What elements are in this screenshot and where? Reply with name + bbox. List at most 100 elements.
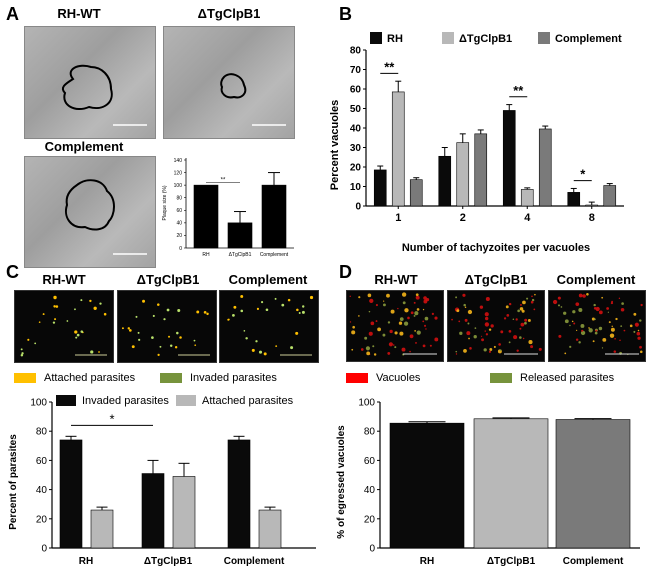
parasite-dot	[287, 298, 291, 302]
vacuole-dot	[530, 300, 534, 304]
vacuole-dot	[530, 345, 534, 349]
parasite-dot	[53, 295, 57, 300]
title-c-ko: ΔTgClpB1	[136, 272, 200, 287]
parasite-dot	[151, 336, 154, 339]
significance-label: *	[580, 167, 586, 182]
vacuole-dot	[508, 302, 512, 306]
vacuole-dot	[512, 318, 515, 321]
x-tick-label: RH	[202, 252, 210, 258]
vacuole-dot	[500, 330, 504, 334]
y-tick-label: 0	[41, 544, 47, 555]
vacuole-dot	[484, 330, 486, 332]
bar-8-0	[567, 192, 581, 207]
legend-label: Invaded parasites	[82, 395, 169, 407]
parasite-dot	[74, 308, 76, 311]
parasite-dot	[75, 336, 78, 339]
parasite-dot	[275, 345, 278, 348]
vacuole-dot	[416, 330, 421, 335]
parasite-dot	[243, 330, 246, 332]
parasite-dot	[159, 345, 162, 348]
vacuole-dot	[455, 296, 458, 299]
vacuole-dot	[455, 350, 458, 353]
parasite-dot	[142, 299, 146, 303]
vacuole-dot	[515, 318, 518, 321]
chart-a-inset-xlabels: RH ΔTgClpB1 Complement	[202, 252, 288, 258]
parasite-dot	[157, 303, 160, 306]
vacuole-dot	[392, 344, 395, 346]
vacuole-dot	[595, 329, 598, 332]
parasite-dot	[265, 308, 269, 312]
vacuole-dot	[484, 322, 490, 327]
vacuole-dot	[352, 325, 356, 329]
vacuole-dot	[618, 297, 621, 300]
micrograph-a-complement	[24, 156, 156, 268]
x-tick-label: 8	[589, 212, 595, 224]
y-tick-label: 20	[350, 163, 362, 174]
vacuole-dot	[526, 297, 529, 300]
vacuole-dot	[582, 294, 586, 298]
swatch-invaded	[160, 373, 182, 384]
parasite-dot	[157, 353, 160, 357]
vacuole-dot	[415, 295, 420, 300]
bar-1-0	[373, 169, 387, 207]
fluorescence-d-rh-wt	[346, 290, 444, 362]
vacuole-dot	[533, 308, 536, 311]
chart-b: RH ΔTgClpB1 Complement 0 10 20 30 40 50 60 70 80 1…	[330, 32, 624, 254]
vacuole-dot	[484, 316, 489, 321]
vacuole-dot	[581, 329, 584, 332]
vacuole-dot	[531, 298, 535, 302]
bar-4-2	[538, 128, 552, 207]
vacuole-dot	[633, 330, 636, 333]
title-a-rh-wt: RH-WT	[57, 6, 101, 21]
vacuole-dot	[404, 308, 409, 313]
vacuole-dot	[456, 309, 460, 313]
y-tick-label: 10	[350, 182, 362, 193]
vacuole-dot	[575, 338, 579, 341]
parasite-dot	[206, 312, 209, 316]
legend-c-attached-label: Attached parasites	[44, 372, 136, 384]
chart-b-bars	[373, 80, 617, 207]
vacuole-dot	[519, 327, 522, 330]
vacuole-dot	[520, 322, 525, 327]
vacuole-dot	[503, 317, 507, 320]
x-tick-label: ΔTgClpB1	[229, 252, 252, 258]
parasite-dot	[55, 305, 59, 308]
legend-label: Complement	[555, 33, 622, 45]
parasite-dot	[127, 327, 130, 330]
vacuole-dot	[382, 333, 386, 337]
vacuole-dot	[416, 308, 420, 311]
vacuole-dot	[370, 321, 375, 326]
chart-a-inset-ylabel: Plaque size (%)	[162, 185, 168, 220]
vacuole-dot	[351, 330, 356, 335]
parasite-dot	[93, 306, 97, 310]
vacuole-dot	[528, 340, 533, 345]
chart-a-inset: Plaque size (%) 0 20 40 60 80 100 120 140 RH ΔTg…	[162, 158, 294, 258]
parasite-dot	[240, 294, 244, 298]
vacuole-dot	[640, 303, 643, 307]
vacuole-dot	[429, 344, 432, 347]
parasite-dot	[245, 337, 248, 340]
parasite-dot	[52, 321, 56, 324]
vacuole-dot	[594, 331, 598, 335]
vacuole-dot	[358, 296, 361, 299]
chart-b-axes	[365, 50, 624, 207]
parasite-dot	[309, 295, 314, 300]
legend-c-invaded-label: Invaded parasites	[190, 372, 277, 384]
parasite-dot	[20, 353, 24, 357]
parasite-dot	[169, 344, 173, 347]
vacuole-dot	[609, 333, 615, 338]
bar-ΔTgClpB1	[473, 418, 549, 549]
vacuole-dot	[637, 329, 640, 332]
parasite-dot	[20, 348, 23, 351]
bar-Complement-1	[258, 509, 282, 549]
y-tick-label: 40	[350, 124, 362, 135]
y-tick-label: 100	[30, 398, 47, 409]
parasite-dot	[203, 310, 207, 314]
vacuole-dot	[519, 307, 524, 311]
vacuole-dot	[468, 337, 470, 340]
vacuole-dot	[520, 303, 522, 306]
vacuole-dot	[524, 321, 527, 325]
vacuole-dot	[387, 351, 391, 355]
y-tick-label: 20	[364, 514, 376, 525]
vacuole-dot	[601, 296, 604, 299]
